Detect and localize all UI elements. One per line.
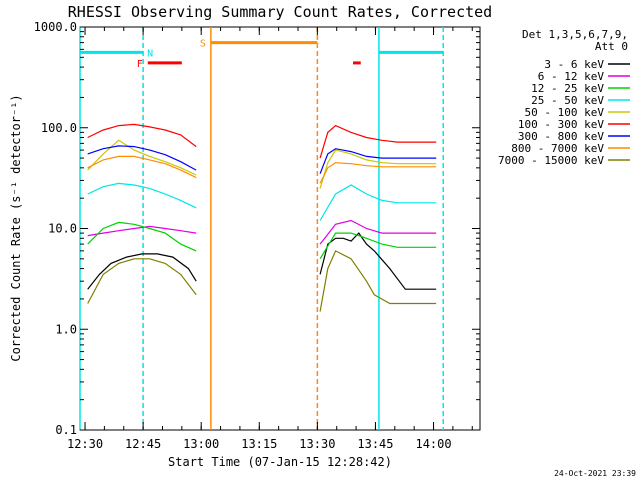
status-bar-label-S: S: [200, 39, 206, 50]
series-line-2-segment-0: [87, 221, 197, 252]
plot-marks: N S F: [79, 27, 444, 430]
series-line-6-segment-1: [319, 148, 437, 174]
series-line-2-segment-1: [319, 232, 437, 260]
legend-entry-label-2: 12 - 25 keV: [531, 82, 604, 95]
series-line-7-segment-1: [319, 162, 437, 184]
y-tick-label-0: 0.1: [55, 423, 77, 437]
x-tick-label-5: 13:45: [357, 437, 393, 451]
series-line-0-segment-0: [87, 253, 197, 290]
y-axis-label: Corrected Count Rate (s⁻¹ detector⁻¹): [9, 94, 23, 361]
series-line-5-segment-0: [87, 123, 197, 148]
series-line-3-segment-0: [87, 182, 197, 209]
series-line-6-segment-0: [87, 145, 197, 171]
chart-title: RHESSI Observing Summary Count Rates, Co…: [68, 3, 492, 21]
x-axis-label: Start Time (07-Jan-15 12:28:42): [168, 455, 392, 469]
series-line-7-segment-0: [87, 155, 197, 179]
x-tick-label-4: 13:30: [299, 437, 335, 451]
legend-header-1: Att 0: [595, 40, 628, 53]
x-tick-label-3: 13:15: [241, 437, 277, 451]
y-tick-label-1: 1.0: [55, 322, 77, 336]
legend-entry-label-7: 800 - 7000 keV: [511, 142, 604, 155]
legend-entry-label-5: 100 - 300 keV: [518, 118, 604, 131]
series-line-4-segment-0: [87, 139, 197, 176]
status-bar-label-N: N: [147, 48, 153, 59]
legend-entry-label-1: 6 - 12 keV: [538, 70, 605, 83]
legend-entry-label-6: 300 - 800 keV: [518, 130, 604, 143]
y-tick-label-2: 10.0: [48, 222, 77, 236]
series-line-4-segment-1: [319, 149, 437, 189]
status-bar-label-F: F: [137, 59, 143, 70]
legend-header-0: Det 1,3,5,6,7,9,: [522, 28, 628, 41]
x-tick-label-1: 12:45: [125, 437, 161, 451]
x-tick-label-2: 13:00: [183, 437, 219, 451]
legend-entry-label-0: 3 - 6 keV: [544, 58, 604, 71]
axis-ticks: 0.1 1.0 10.0 100.0 1000.0 12:30 12:45 13:00 13:1…: [34, 20, 480, 451]
series-line-1-segment-1: [319, 219, 437, 245]
legend-entry-label-8: 7000 - 15000 keV: [498, 154, 604, 167]
x-tick-label-6: 14:00: [415, 437, 451, 451]
y-tick-label-3: 100.0: [41, 121, 77, 135]
series-line-8-segment-0: [87, 258, 197, 304]
render-timestamp: 24-Oct-2021 23:39: [554, 469, 636, 478]
series-line-0-segment-1: [319, 232, 437, 290]
series-line-8-segment-1: [319, 250, 437, 312]
legend-entry-label-3: 25 - 50 keV: [531, 94, 604, 107]
x-tick-label-0: 12:30: [67, 437, 103, 451]
series-line-1-segment-0: [87, 225, 197, 237]
legend-entry-label-4: 50 - 100 keV: [525, 106, 605, 119]
series-line-3-segment-1: [319, 184, 437, 221]
series-line-5-segment-1: [319, 124, 437, 159]
y-tick-label-4: 1000.0: [34, 20, 77, 34]
